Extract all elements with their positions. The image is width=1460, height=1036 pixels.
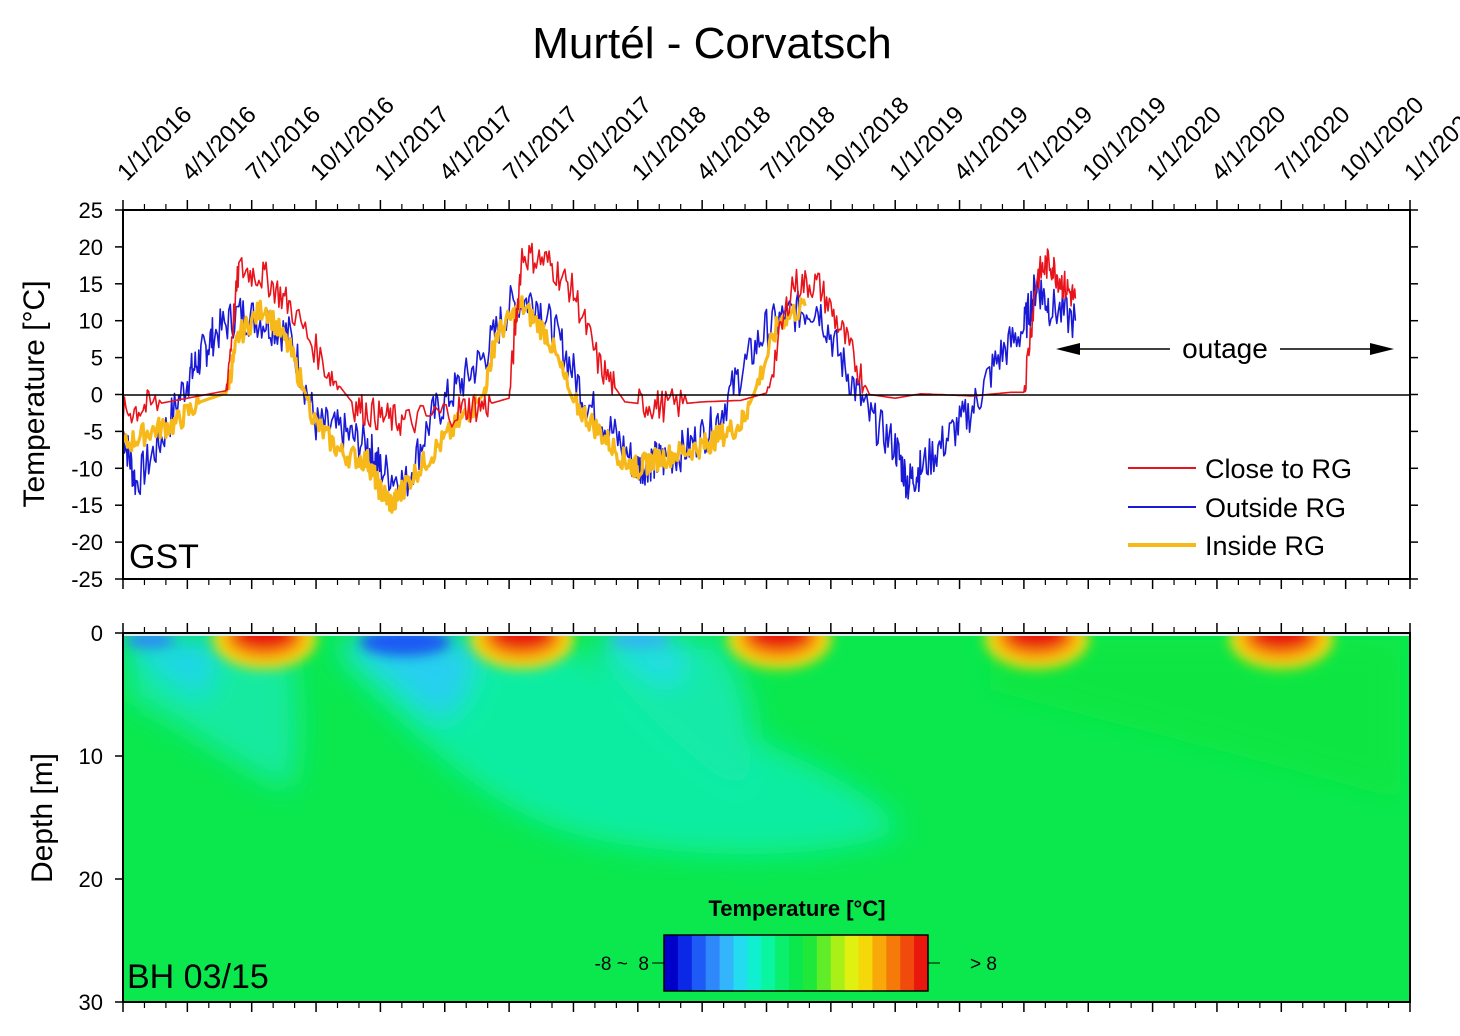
series-line-outside-rg	[123, 274, 1077, 500]
colorbar-cell	[830, 935, 846, 991]
heatmap-deep-cold	[125, 633, 670, 656]
series-line-close-to-rg	[123, 242, 1077, 436]
colorbar-cell	[705, 935, 721, 991]
colorbar-cell	[719, 935, 734, 991]
warm-bulb-core	[749, 633, 810, 649]
warm-tail-2019	[990, 640, 1400, 800]
colorbar-high-label: > 8	[970, 954, 997, 975]
cold-spot-2018	[610, 633, 670, 648]
colorbar-cell	[802, 935, 818, 991]
colorbar-cell	[858, 935, 873, 991]
heatmap-warm-bulbs	[212, 633, 1334, 669]
legend-label-close: Close to RG	[1205, 454, 1352, 484]
colorbar-cell	[914, 935, 929, 991]
gst-panel-label: GST	[129, 538, 199, 576]
colorbar-cells	[664, 935, 929, 991]
colorbar-cell	[775, 935, 790, 991]
cold-core-2016	[128, 636, 215, 700]
chart-title: Murtél - Corvatsch	[532, 19, 891, 68]
gst-y-tick-labels: 25 20 15 10 5 0 -5 -10 -15 -20 -25	[71, 198, 103, 592]
colorbar-cell	[691, 935, 707, 991]
colorbar: Temperature [°C] -8 ~ 8 > 8	[595, 896, 997, 992]
cold-core-2017	[350, 636, 473, 720]
y-tick-label: 30	[79, 990, 103, 1015]
heatmap-cold-plumes	[128, 636, 1400, 854]
y-tick-label: 10	[79, 744, 103, 769]
y-tick-label: -25	[71, 567, 103, 592]
cold-core-2018	[600, 636, 685, 690]
gst-axis-ticks	[115, 200, 1418, 589]
colorbar-cell	[872, 935, 887, 991]
y-tick-label: 0	[91, 621, 103, 646]
y-tick-label: -20	[71, 530, 103, 555]
colorbar-cell	[789, 935, 804, 991]
heatmap	[123, 633, 1410, 1002]
colorbar-cell	[761, 935, 776, 991]
cold-plume-2018	[600, 640, 754, 790]
y-tick-label: -10	[71, 456, 103, 481]
colorbar-cell	[677, 935, 693, 991]
borehole-axis-ticks	[115, 623, 1411, 1012]
y-tick-label: 25	[79, 198, 103, 223]
series-line-inside-rg	[123, 295, 807, 514]
warm-bulb-core	[491, 633, 552, 649]
colorbar-cell	[844, 935, 860, 991]
y-tick-label: -5	[83, 419, 103, 444]
warm-bulb-core	[1251, 633, 1312, 649]
borehole-panel-label: BH 03/15	[127, 958, 269, 996]
borehole-panel: 0 10 20 30 Depth [m] BH 03/15 Temperature […	[26, 621, 1411, 1015]
outage-annotation: outage	[1056, 333, 1394, 364]
y-tick-label: -15	[71, 493, 103, 518]
outage-arrowhead-right	[1370, 343, 1394, 355]
cold-spot-2017	[360, 633, 450, 656]
y-tick-label: 15	[79, 272, 103, 297]
outage-arrowhead-left	[1056, 343, 1080, 355]
cold-spot-2016	[125, 633, 175, 648]
legend-label-outside: Outside RG	[1205, 493, 1346, 523]
colorbar-title: Temperature [°C]	[708, 896, 885, 921]
colorbar-cell	[664, 935, 679, 991]
legend: Close to RG Outside RG Inside RG	[1128, 454, 1352, 561]
y-tick-label: 20	[79, 867, 103, 892]
colorbar-cell	[816, 935, 832, 991]
legend-label-inside: Inside RG	[1205, 531, 1325, 561]
colorbar-cell	[900, 935, 915, 991]
y-tick-label: 20	[79, 235, 103, 260]
borehole-y-tick-labels: 0 10 20 30	[79, 621, 103, 1015]
x-tick-labels: 1/1/20164/1/20167/1/201610/1/20161/1/201…	[112, 92, 1460, 187]
cold-plume-2017	[340, 640, 900, 854]
gst-panel: 1/1/20164/1/20167/1/201610/1/20161/1/201…	[18, 92, 1460, 592]
y-tick-label: 0	[91, 383, 103, 408]
warm-bulb-core	[1006, 633, 1067, 649]
y-tick-label: 5	[91, 346, 103, 371]
gst-series	[123, 242, 1077, 514]
outage-label: outage	[1182, 333, 1268, 364]
colorbar-cell	[747, 935, 762, 991]
warm-bulb-core	[234, 633, 295, 649]
surface-band	[123, 633, 1410, 636]
colorbar-low-label: -8 ~ 8	[595, 954, 649, 975]
borehole-ylabel: Depth [m]	[26, 753, 59, 883]
y-tick-label: 10	[79, 309, 103, 334]
colorbar-cell	[733, 935, 748, 991]
gst-ylabel: Temperature [°C]	[18, 280, 51, 507]
colorbar-cell	[886, 935, 901, 991]
